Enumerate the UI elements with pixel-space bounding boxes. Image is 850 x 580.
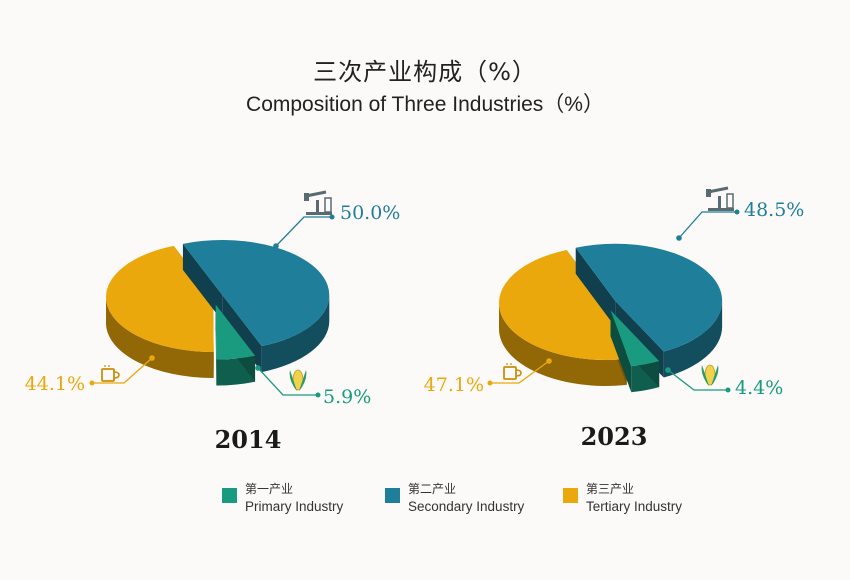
data-label-secondary: 48.5% (744, 199, 804, 221)
pie-slice-primary (215, 304, 256, 386)
callout-tertiary: 44.1% (25, 355, 155, 395)
callout-line (490, 360, 550, 384)
pie-slice-side (261, 294, 330, 373)
year-label: 2023 (581, 422, 648, 451)
legend-swatch-primary (222, 488, 237, 503)
pie-slice-side (663, 300, 723, 378)
callout-line (257, 367, 318, 396)
chart-title: 三次产业构成（%） (313, 58, 537, 86)
pie-slice-primary (610, 310, 660, 393)
legend-label-zh: 第三产业 (586, 482, 635, 496)
legend-swatch-secondary (385, 488, 400, 503)
legend-label-zh: 第一产业 (245, 482, 294, 496)
chart-subtitle: Composition of Three Industries（%） (246, 93, 604, 116)
pie-slice-wall (182, 243, 223, 321)
legend-label-en: Secondary Industry (408, 499, 525, 514)
callout-secondary: 48.5% (676, 186, 804, 241)
callout-end-dot (487, 380, 493, 386)
pie-slice-side (499, 303, 627, 386)
legend-item-tertiary: 第三产业 Tertiary Industry (563, 481, 682, 515)
data-label-primary: 4.4% (735, 377, 783, 399)
data-label-primary: 5.9% (323, 386, 371, 408)
pie-slice-top (499, 250, 627, 360)
callout-primary: 5.9% (255, 365, 371, 408)
pie-slice-top (610, 310, 660, 367)
legend-item-secondary: 第二产业 Secondary Industry (385, 481, 524, 515)
data-label-secondary: 50.0% (340, 202, 400, 224)
legend-swatch-tertiary (563, 488, 578, 503)
callout-end-dot (725, 387, 731, 393)
callout-end-dot (89, 380, 95, 386)
pie-chart-2014: 5.9% 50.0% 44.1% 2014 (25, 190, 400, 454)
callout-line (678, 211, 737, 239)
data-label-tertiary: 47.1% (424, 374, 484, 396)
pie-slice-top (215, 304, 256, 360)
pie-slice-side (105, 297, 214, 378)
legend-item-primary: 第一产业 Primary Industry (222, 481, 343, 515)
callout-line (667, 369, 728, 391)
callout-secondary: 50.0% (273, 190, 400, 249)
coffee-cup-icon (503, 363, 522, 380)
callout-line (275, 216, 332, 247)
oil-pump-icon (706, 186, 734, 211)
legend-label-en: Tertiary Industry (586, 499, 683, 514)
corn-icon (289, 369, 307, 391)
coffee-cup-icon (101, 365, 120, 382)
callout-primary: 4.4% (665, 364, 783, 399)
callout-tertiary: 47.1% (424, 358, 552, 396)
data-label-tertiary: 44.1% (25, 373, 85, 395)
legend-label-en: Primary Industry (245, 499, 344, 514)
callout-line (92, 357, 153, 384)
pie-slice-top (575, 243, 723, 352)
legend-label-zh: 第二产业 (408, 482, 457, 496)
corn-icon (701, 364, 719, 386)
pie-chart-2023: 4.4% 48.5% 47.1% 2023 (424, 186, 804, 451)
callout-end-dot (315, 392, 321, 398)
oil-pump-icon (304, 190, 332, 215)
pie-slice-top (182, 239, 330, 347)
pie-slice-wall (575, 247, 616, 327)
callout-end-dot (329, 214, 335, 220)
callout-end-dot (734, 209, 740, 215)
year-label: 2014 (215, 425, 282, 454)
